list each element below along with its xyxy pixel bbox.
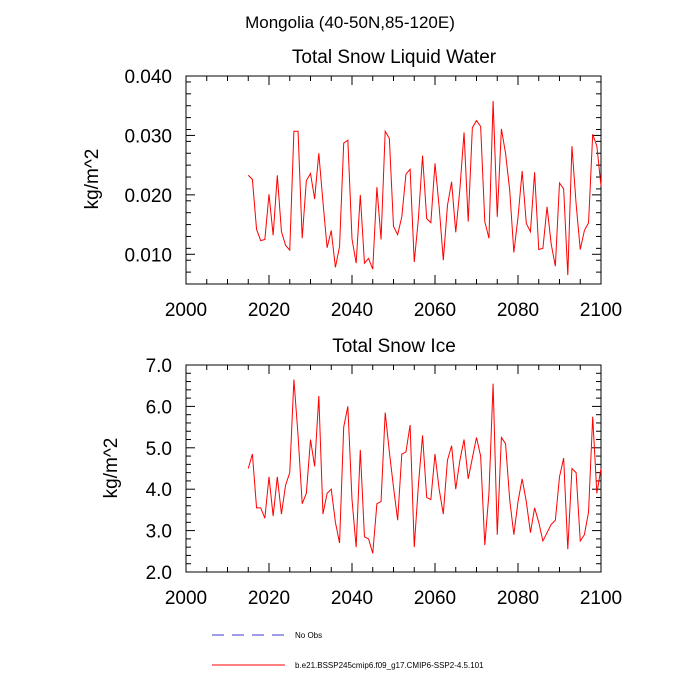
y-tick-label: 0.040: [124, 67, 172, 88]
y-tick-label: 0.020: [124, 186, 172, 207]
x-tick-label: 2080: [497, 588, 539, 609]
panel-title-snow-ice: Total Snow Ice: [332, 336, 456, 357]
x-tick-label: 2100: [580, 300, 622, 321]
legend-model-label: b.e21.BSSP245cmip6.f09_g17.CMIP6-SSP2-4.…: [295, 661, 484, 670]
series-line: [247, 100, 602, 276]
x-tick-label: 2100: [580, 588, 622, 609]
y-tick-label: 6.0: [146, 397, 172, 418]
y-tick-label: 0.030: [124, 126, 172, 147]
panel-title-snow-liquid-water: Total Snow Liquid Water: [292, 47, 497, 68]
y-tick-label: 7.0: [146, 356, 172, 377]
y-tick-label: 0.010: [124, 245, 172, 266]
chart-panel-snow-liquid-water: Total Snow Liquid Water kg/m^2 2000 2020 2…: [82, 47, 622, 321]
y-tick-label: 3.0: [146, 522, 172, 543]
figure-title: Mongolia (40-50N,85-120E): [245, 13, 455, 32]
ylabel-snow-ice: kg/m^2: [101, 438, 122, 499]
x-tick-label: 2000: [165, 588, 207, 609]
series-line: [247, 379, 602, 554]
x-tick-label: 2060: [414, 300, 456, 321]
chart-panel-snow-ice: Total Snow Ice kg/m^2 2000 2020 2040 2060 20…: [101, 336, 622, 609]
x-tick-label: 2020: [248, 588, 290, 609]
x-tick-label: 2060: [414, 588, 456, 609]
x-tick-label: 2000: [165, 300, 207, 321]
legend: No Obs b.e21.BSSP245cmip6.f09_g17.CMIP6-…: [212, 631, 484, 670]
y-tick-label: 4.0: [146, 480, 172, 501]
y-tick-label: 2.0: [146, 563, 172, 584]
legend-obs-label: No Obs: [295, 631, 322, 640]
x-tick-label: 2080: [497, 300, 539, 321]
y-tick-label: 5.0: [146, 439, 172, 460]
ylabel-snow-liquid-water: kg/m^2: [82, 149, 103, 210]
x-tick-label: 2020: [248, 300, 290, 321]
x-tick-label: 2040: [331, 300, 373, 321]
plot-frame: [185, 75, 602, 285]
x-tick-label: 2040: [331, 588, 373, 609]
